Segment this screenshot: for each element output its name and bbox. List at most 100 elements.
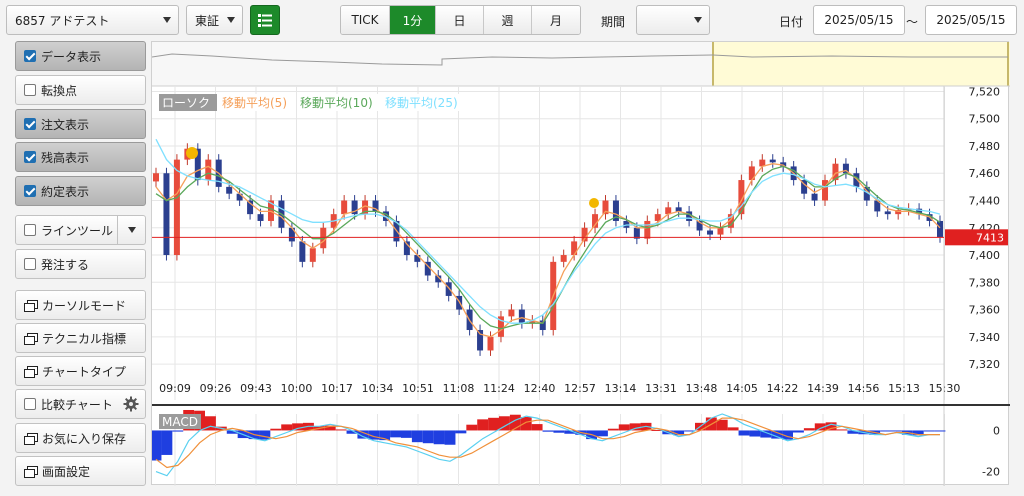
checkbox-icon[interactable] [24,118,36,130]
sidebar-item-4[interactable]: 約定表示 [15,176,146,206]
ma-line-3 [155,138,941,324]
checkbox-icon[interactable] [24,224,36,236]
macd-histogram-bar [891,430,902,432]
x-tick-label: 15:13 [888,382,920,395]
candle-body [916,208,923,215]
macd-histogram-bar [814,423,826,431]
candle-body [717,227,724,235]
candle-body [571,241,578,256]
list-button[interactable] [250,5,280,35]
macd-histogram-bar [401,430,412,438]
chevron-down-icon[interactable] [117,216,145,244]
x-tick-label: 10:00 [281,382,313,395]
sidebar-item-3[interactable]: 残高表示 [15,142,146,172]
stock-select[interactable]: 6857 アドテスト [6,5,179,35]
sidebar-item-12[interactable]: 画面設定 [15,456,146,486]
macd-histogram-bar [880,430,891,432]
legend-item-0: ローソク [162,96,210,110]
sidebar-item-9[interactable]: チャートタイプ [15,356,146,386]
chart-panel[interactable]: 09:09 09:26 09:43 10:00 10:17 10:34 10:51 11:08… [150,41,1010,486]
candle-body [163,173,170,256]
y-tick-label: 7,340 [969,331,1001,344]
macd-signal-line [155,417,940,469]
macd-histogram-bar [161,430,173,455]
candle-body [173,159,180,256]
legend-box [219,94,295,111]
tab-period-2[interactable]: 日 [436,6,484,34]
candle-body [487,336,494,351]
date-to-field[interactable]: 2025/05/15 [925,5,1017,35]
sidebar-item-7[interactable]: カーソルモード [15,290,146,320]
sidebar-item-10[interactable]: 比較チャート [15,389,146,419]
date-label: 日付 [779,15,804,29]
sidebar-item-label: ラインツール [41,223,114,238]
macd-histogram-bar [390,430,401,438]
macd-histogram-bar [684,430,695,432]
date-from-field[interactable]: 2025/05/15 [813,5,905,35]
checkbox-icon[interactable] [24,258,36,270]
macd-histogram-bar [618,424,630,431]
candle-body [267,200,274,221]
candle-body [518,309,525,324]
checkbox-icon[interactable] [24,50,36,62]
window-icon [24,332,38,345]
x-tick-label: 09:43 [240,382,272,395]
x-tick-label: 09:26 [200,382,232,395]
tab-period-3[interactable]: 週 [484,6,532,34]
macd-histogram-bar [346,430,358,434]
legend-box [159,94,217,111]
chevron-down-icon [163,17,171,23]
sidebar-item-label: 発注する [41,257,90,272]
candle-body [288,227,295,242]
checkbox-icon[interactable] [24,398,36,410]
candle-body [748,166,755,181]
sidebar-item-0[interactable]: データ表示 [15,41,146,71]
macd-histogram-bar [466,424,478,431]
sidebar-item-2[interactable]: 注文表示 [15,109,146,139]
macd-histogram-bar [825,422,837,431]
y-tick-label: 7,380 [969,276,1001,289]
tab-period-0[interactable]: TICK [341,6,390,34]
y-tick-label: 7,400 [969,249,1001,262]
x-tick-label: 10:51 [402,382,434,395]
date-separator: ～ [906,15,919,29]
execution-marker [186,147,198,159]
candle-body [780,162,787,167]
market-select-value: 東証 [195,13,220,28]
price-chart[interactable]: 09:09 09:26 09:43 10:00 10:17 10:34 10:51 11:08… [150,42,1010,486]
candle-body [853,173,860,187]
sidebar-item-1[interactable]: 転換点 [15,75,146,105]
macd-histogram-bar [651,429,663,431]
macd-histogram-bar [531,424,543,431]
legend-box [297,94,380,111]
checkbox-icon[interactable] [24,185,36,197]
sidebar-item-5[interactable]: ラインツール [15,215,146,245]
candle-body [299,241,306,262]
sidebar-item-11[interactable]: お気に入り保存 [15,423,146,453]
market-select[interactable]: 東証 [186,5,243,35]
macd-histogram-bar [727,427,739,431]
macd-histogram-bar [738,430,750,436]
date-from-value: 2025/05/15 [824,13,894,27]
sidebar-item-6[interactable]: 発注する [15,249,146,279]
checkbox-icon[interactable] [24,84,36,96]
period-select[interactable] [636,5,710,35]
candle-body [372,200,379,212]
macd-histogram-bar [553,430,565,433]
sidebar-item-8[interactable]: テクニカル指標 [15,323,146,353]
tab-period-4[interactable]: 月 [532,6,580,34]
candle-body [811,193,818,201]
macd-label-box [159,414,201,429]
current-price-label: 7413 [976,231,1004,244]
sidebar-item-label: 転換点 [41,83,78,98]
x-tick-label: 12:57 [564,382,596,395]
candle-body [341,200,348,215]
checkbox-icon[interactable] [24,151,36,163]
candle-body [654,214,661,221]
gear-icon[interactable] [123,396,139,412]
toolbar: 6857 アドテスト 東証 TICK 1分日週月 期間 日付 2025/05/15… [0,0,1024,40]
macd-histogram-bar [629,423,641,431]
tab-period-1[interactable]: 1分 [390,6,436,34]
candle-body [602,200,609,215]
candle-body [633,227,640,239]
